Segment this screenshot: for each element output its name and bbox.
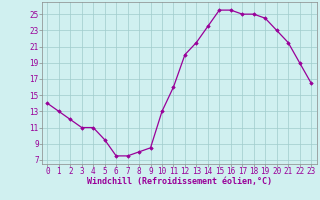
X-axis label: Windchill (Refroidissement éolien,°C): Windchill (Refroidissement éolien,°C) <box>87 177 272 186</box>
